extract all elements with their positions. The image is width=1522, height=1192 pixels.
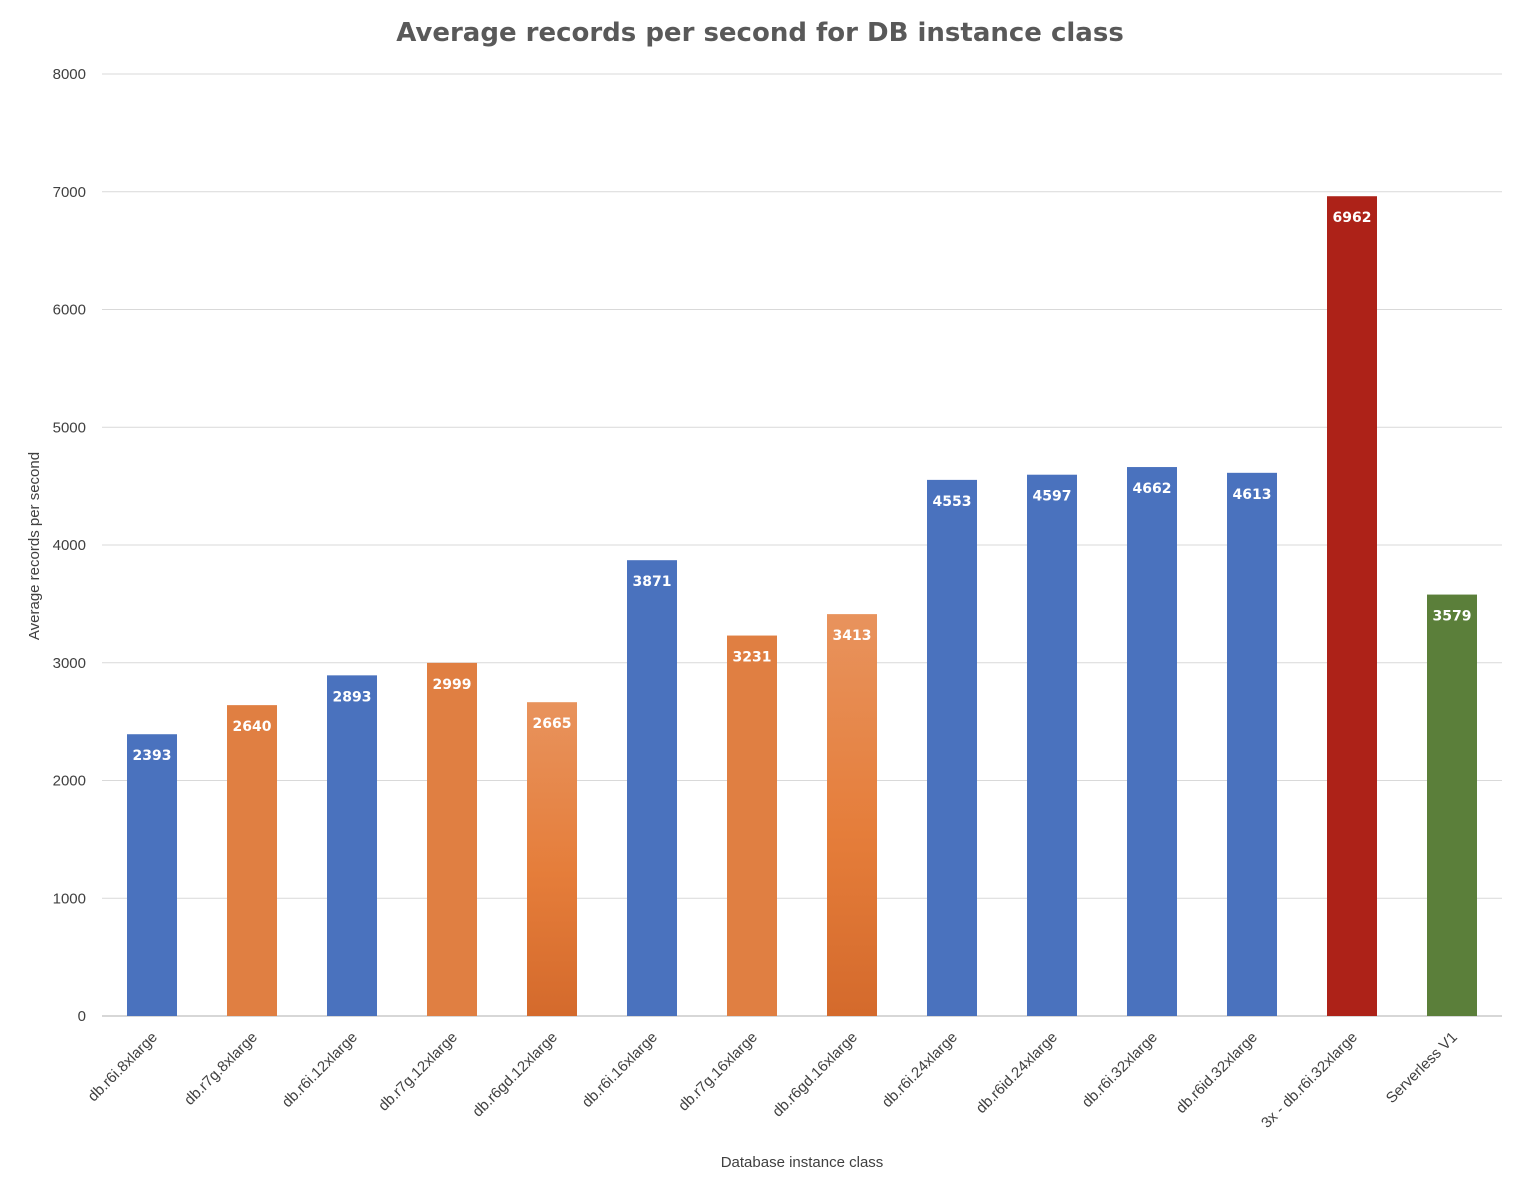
gridlines	[102, 73, 1502, 1017]
x-tick-label: Serverless V1	[1383, 1029, 1461, 1107]
data-label: 3413	[833, 628, 872, 644]
y-tick-label: 4000	[53, 537, 86, 554]
bar	[227, 705, 277, 1016]
data-label: 4662	[1133, 481, 1172, 497]
bar	[527, 702, 577, 1016]
x-tick-label: db.r7g.16xlarge	[675, 1029, 761, 1115]
x-tick-label: db.r6i.8xlarge	[85, 1029, 161, 1105]
y-tick-label: 6000	[53, 302, 86, 319]
x-tick-label: db.r6gd.16xlarge	[769, 1029, 861, 1121]
bar	[627, 560, 677, 1016]
data-label: 4597	[1033, 489, 1072, 505]
data-labels: 2393 2640 2893 2999 2665 3871 3231 3413 4553 4597…	[133, 210, 1472, 764]
y-tick-label: 0	[78, 1008, 86, 1025]
data-label: 2640	[233, 719, 272, 735]
bar	[327, 675, 377, 1016]
x-tick-label: db.r6i.12xlarge	[279, 1029, 361, 1111]
x-tick-label: db.r6gd.12xlarge	[469, 1029, 561, 1121]
x-axis-ticks: db.r6i.8xlarge db.r7g.8xlarge db.r6i.12xla…	[85, 1029, 1461, 1132]
bar	[827, 614, 877, 1016]
x-tick-label: db.r7g.12xlarge	[375, 1029, 461, 1115]
y-tick-label: 8000	[53, 66, 86, 83]
data-label: 2999	[433, 677, 472, 693]
bar	[1027, 474, 1077, 1016]
x-tick-label: db.r6i.16xlarge	[579, 1029, 661, 1111]
x-tick-label: db.r6id.24xlarge	[973, 1029, 1061, 1117]
y-axis-ticks: 0 1000 2000 3000 4000 5000 6000 7000 8000	[53, 66, 86, 1025]
bar	[127, 734, 177, 1016]
data-label: 2393	[133, 748, 172, 764]
data-label: 4553	[933, 494, 972, 510]
x-tick-label: db.r6i.24xlarge	[879, 1029, 961, 1111]
chart-title: Average records per second for DB instan…	[396, 18, 1124, 48]
bar	[1427, 594, 1477, 1016]
y-tick-label: 5000	[53, 419, 86, 436]
bar	[927, 479, 977, 1016]
x-tick-label: 3x - db.r6i.32xlarge	[1258, 1029, 1361, 1132]
x-tick-label: db.r7g.8xlarge	[181, 1029, 261, 1109]
x-axis-title: Database instance class	[721, 1154, 884, 1171]
data-label: 2893	[333, 689, 372, 705]
data-label: 3579	[1433, 609, 1472, 625]
data-label: 3871	[633, 574, 672, 590]
bar	[727, 635, 777, 1016]
bar	[427, 662, 477, 1016]
y-tick-label: 2000	[53, 773, 86, 790]
x-tick-label: db.r6id.32xlarge	[1173, 1029, 1261, 1117]
y-axis-title: Average records per second	[26, 452, 43, 640]
y-tick-label: 3000	[53, 655, 86, 672]
x-tick-label: db.r6i.32xlarge	[1079, 1029, 1161, 1111]
data-label: 2665	[533, 716, 572, 732]
bar	[1227, 472, 1277, 1017]
bar	[1127, 467, 1177, 1016]
y-tick-label: 7000	[53, 184, 86, 201]
data-label: 6962	[1333, 210, 1372, 226]
bar	[1327, 196, 1377, 1017]
y-tick-label: 1000	[53, 890, 86, 907]
data-label: 4613	[1233, 487, 1272, 503]
bars	[127, 196, 1477, 1017]
data-label: 3231	[733, 650, 772, 666]
